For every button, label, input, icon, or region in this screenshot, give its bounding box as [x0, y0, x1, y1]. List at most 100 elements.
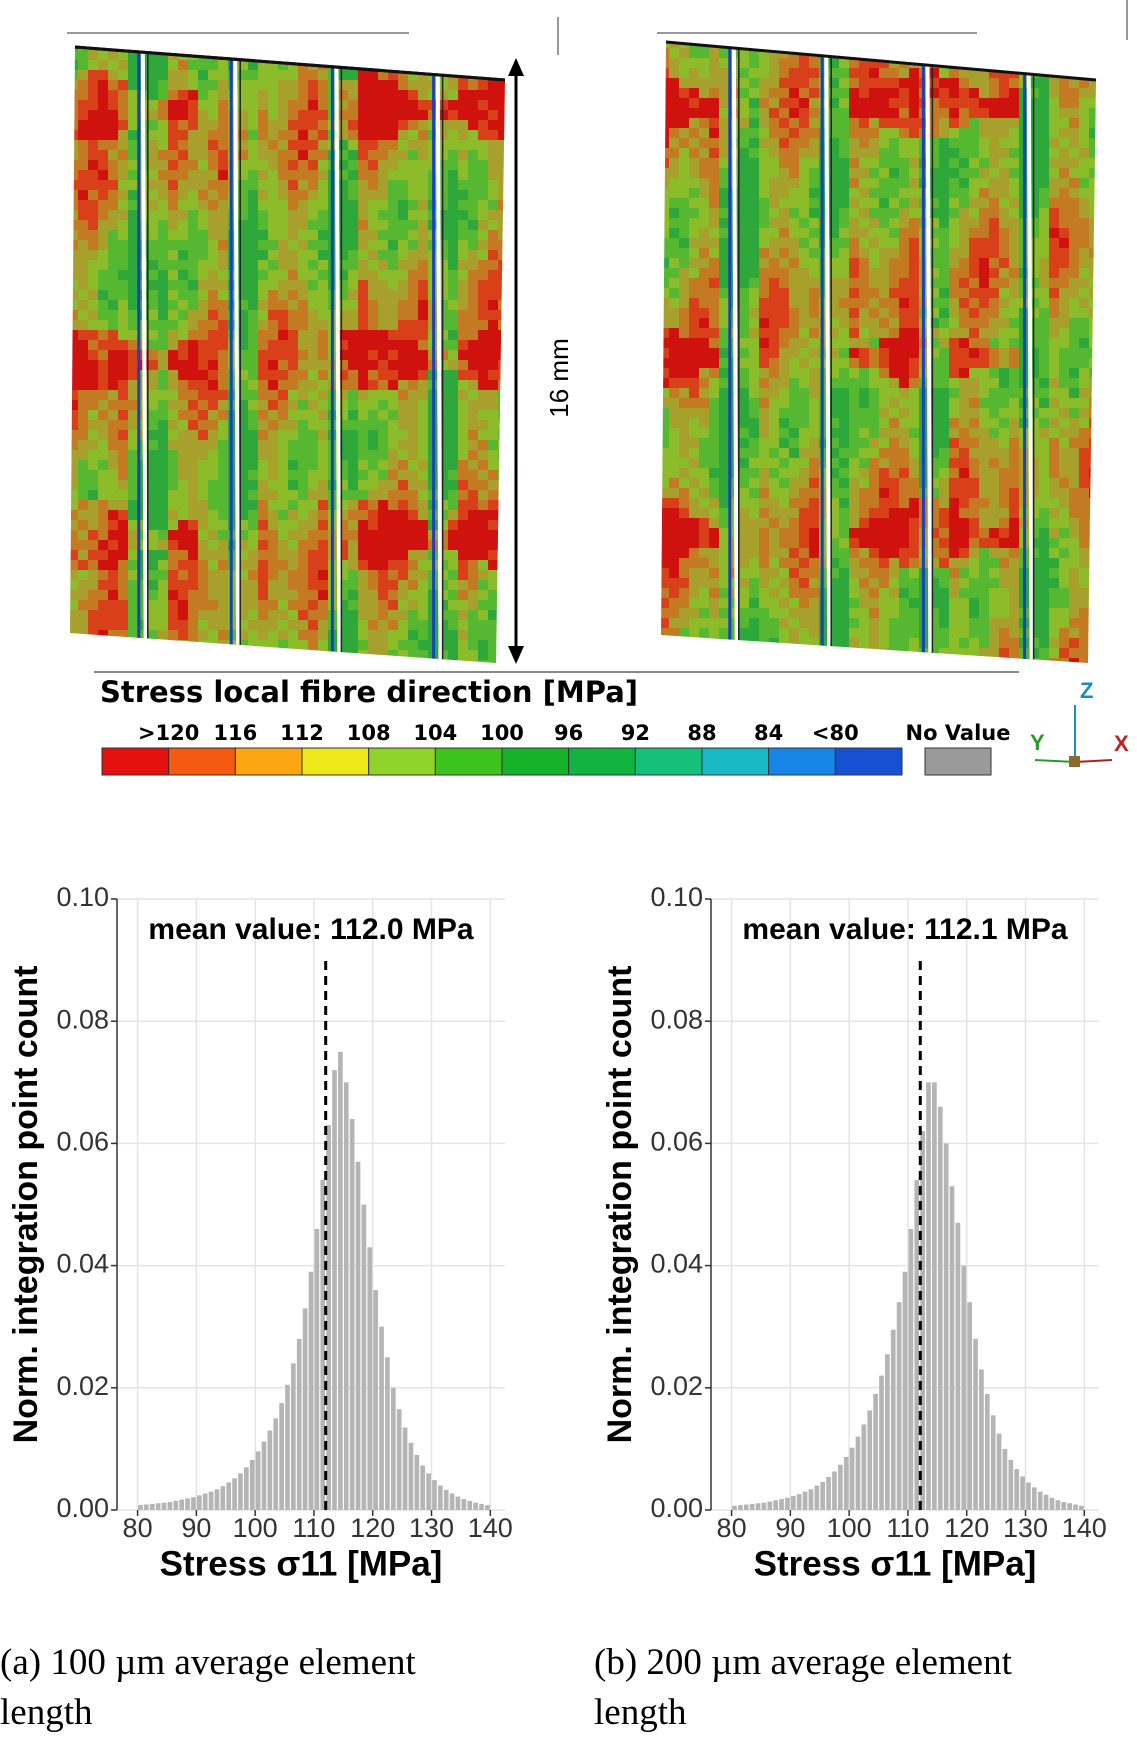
map-cell: [408, 120, 418, 130]
map-cell: [468, 420, 478, 430]
map-cell: [318, 540, 328, 550]
map-cell: [268, 420, 278, 430]
map-cell: [779, 418, 789, 428]
map-cell: [398, 180, 408, 190]
map-cell: [709, 168, 719, 178]
map-cell: [468, 630, 478, 640]
map-cell: [418, 370, 428, 380]
map-cell: [1059, 338, 1069, 348]
map-cell: [1039, 108, 1049, 118]
map-cell: [148, 380, 158, 390]
map-cell: [789, 238, 799, 248]
map-cell: [709, 468, 719, 478]
map-cell: [288, 600, 298, 610]
map-cell: [238, 180, 248, 190]
map-cell: [228, 420, 238, 430]
map-cell: [759, 178, 769, 188]
map-cell: [148, 240, 158, 250]
map-cell: [158, 120, 168, 130]
map-cell: [929, 248, 939, 258]
map-cell: [889, 198, 899, 208]
map-cell: [879, 188, 889, 198]
map-cell: [959, 438, 969, 448]
map-cell: [188, 560, 198, 570]
map-cell: [661, 508, 669, 518]
map-cell: [288, 200, 298, 210]
map-cell: [368, 210, 378, 220]
map-cell: [859, 88, 869, 98]
map-cell: [258, 340, 268, 350]
map-cell: [368, 70, 378, 80]
map-cell: [248, 490, 258, 500]
map-cell: [769, 278, 779, 288]
map-cell: [208, 610, 218, 620]
map-cell: [228, 200, 238, 210]
map-cell: [268, 360, 278, 370]
map-cell: [198, 360, 208, 370]
map-cell: [468, 120, 478, 130]
map-cell: [228, 280, 238, 290]
map-cell: [70, 90, 78, 100]
map-cell: [661, 88, 669, 98]
map-cell: [448, 430, 458, 440]
map-cell: [949, 458, 959, 468]
map-cell: [979, 238, 989, 248]
map-cell: [989, 528, 999, 538]
map-cell: [839, 138, 849, 148]
map-cell: [959, 338, 969, 348]
map-cell: [238, 320, 248, 330]
map-cell: [789, 188, 799, 198]
map-cell: [819, 198, 829, 208]
map-cell: [318, 260, 328, 270]
map-cell: [178, 90, 188, 100]
map-cell: [999, 348, 1009, 358]
map-cell: [308, 140, 318, 150]
map-cell: [398, 280, 408, 290]
map-cell: [218, 390, 228, 400]
map-cell: [769, 508, 779, 518]
map-cell: [468, 500, 478, 510]
map-cell: [248, 210, 258, 220]
map-cell: [859, 388, 869, 398]
map-cell: [148, 100, 158, 110]
map-cell: [1089, 338, 1096, 348]
map-cell: [278, 530, 288, 540]
map-cell: [218, 590, 228, 600]
map-cell: [188, 320, 198, 330]
map-cell: [218, 47, 228, 50]
map-cell: [719, 188, 729, 198]
map-cell: [118, 280, 128, 290]
map-cell: [398, 250, 408, 260]
map-cell: [418, 360, 428, 370]
map-cell: [989, 238, 999, 248]
map-cell: [789, 198, 799, 208]
map-cell: [108, 600, 118, 610]
map-cell: [198, 270, 208, 280]
map-cell: [709, 328, 719, 338]
map-cell: [989, 508, 999, 518]
map-cell: [388, 220, 398, 230]
map-cell: [198, 340, 208, 350]
map-cell: [879, 78, 889, 88]
map-cell: [699, 488, 709, 498]
map-cell: [458, 430, 468, 440]
map-cell: [168, 410, 178, 420]
map-cell: [869, 398, 879, 408]
map-cell: [829, 42, 839, 48]
map-cell: [889, 208, 899, 218]
map-cell: [298, 47, 308, 50]
map-cell: [358, 540, 368, 550]
map-cell: [268, 380, 278, 390]
map-cell: [70, 290, 78, 300]
map-cell: [759, 408, 769, 418]
map-cell: [378, 300, 388, 310]
map-cell: [458, 220, 468, 230]
map-cell: [709, 88, 719, 98]
map-cell: [108, 170, 118, 180]
map-cell: [849, 78, 859, 88]
map-cell: [378, 510, 388, 520]
map-cell: [889, 508, 899, 518]
map-cell: [799, 418, 809, 428]
map-cell: [188, 520, 198, 530]
map-cell: [258, 180, 268, 190]
